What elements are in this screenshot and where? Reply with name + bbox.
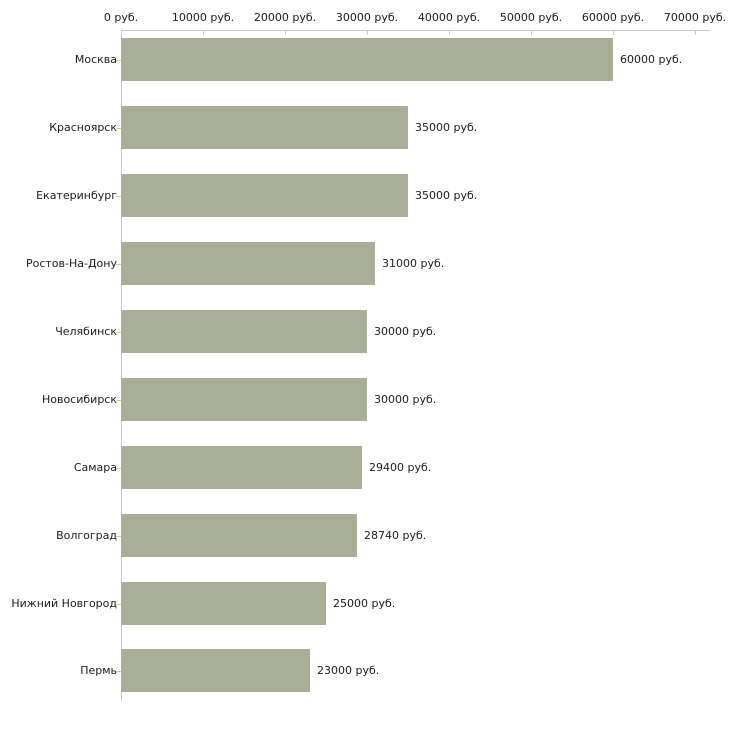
category-label: Челябинск — [55, 325, 117, 338]
category-tick-mark — [116, 332, 121, 333]
category-tick-mark — [116, 400, 121, 401]
bar — [121, 649, 310, 692]
category-label: Красноярск — [49, 121, 117, 134]
category-tick-mark — [116, 468, 121, 469]
category-tick-mark — [116, 671, 121, 672]
x-tick-label: 70000 руб. — [663, 11, 727, 24]
x-tick-label: 20000 руб. — [253, 11, 317, 24]
y-axis-line — [121, 30, 122, 701]
category-label: Нижний Новгород — [11, 597, 117, 610]
bar-value-label: 35000 руб. — [415, 121, 478, 134]
x-tick-mark — [531, 30, 532, 35]
bar-value-label: 31000 руб. — [382, 257, 445, 270]
bar — [121, 106, 408, 149]
x-tick-label: 50000 руб. — [499, 11, 563, 24]
bar — [121, 514, 357, 557]
category-tick-mark — [116, 604, 121, 605]
category-tick-mark — [116, 536, 121, 537]
x-tick-mark — [367, 30, 368, 35]
x-tick-mark — [695, 30, 696, 35]
bar-value-label: 30000 руб. — [374, 325, 437, 338]
x-tick-label: 10000 руб. — [171, 11, 235, 24]
bar-value-label: 23000 руб. — [317, 664, 380, 677]
x-tick-mark — [449, 30, 450, 35]
bar-value-label: 35000 руб. — [415, 189, 478, 202]
category-tick-mark — [116, 128, 121, 129]
bar — [121, 582, 326, 625]
x-tick-mark — [121, 30, 122, 35]
bar-value-label: 25000 руб. — [333, 597, 396, 610]
x-tick-label: 60000 руб. — [581, 11, 645, 24]
category-tick-mark — [116, 60, 121, 61]
category-label: Пермь — [80, 664, 117, 677]
category-label: Москва — [74, 53, 117, 66]
x-tick-label: 0 руб. — [103, 11, 139, 24]
x-tick-label: 30000 руб. — [335, 11, 399, 24]
category-label: Екатеринбург — [36, 189, 117, 202]
bar — [121, 174, 408, 217]
bar-value-label: 29400 руб. — [369, 461, 432, 474]
bar-value-label: 60000 руб. — [620, 53, 683, 66]
x-tick-mark — [285, 30, 286, 35]
x-tick-mark — [203, 30, 204, 35]
bar — [121, 38, 613, 81]
category-label: Самара — [73, 461, 117, 474]
bar — [121, 310, 367, 353]
bar — [121, 378, 367, 421]
bar-value-label: 30000 руб. — [374, 393, 437, 406]
x-tick-mark — [613, 30, 614, 35]
category-label: Волгоград — [56, 529, 117, 542]
bar-value-label: 28740 руб. — [364, 529, 427, 542]
x-axis-line — [121, 30, 710, 31]
bar — [121, 242, 375, 285]
category-label: Ростов-На-Дону — [25, 257, 117, 270]
category-tick-mark — [116, 264, 121, 265]
bar — [121, 446, 362, 489]
category-tick-mark — [116, 196, 121, 197]
category-label: Новосибирск — [41, 393, 117, 406]
x-tick-label: 40000 руб. — [417, 11, 481, 24]
